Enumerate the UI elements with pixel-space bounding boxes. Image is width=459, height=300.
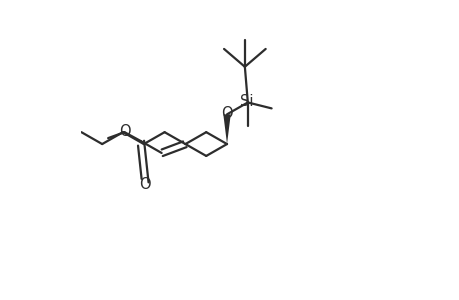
Text: O: O [118, 124, 130, 139]
Text: O: O [221, 106, 232, 121]
Text: Si: Si [240, 94, 253, 110]
Text: O: O [139, 177, 151, 192]
Polygon shape [223, 114, 230, 144]
